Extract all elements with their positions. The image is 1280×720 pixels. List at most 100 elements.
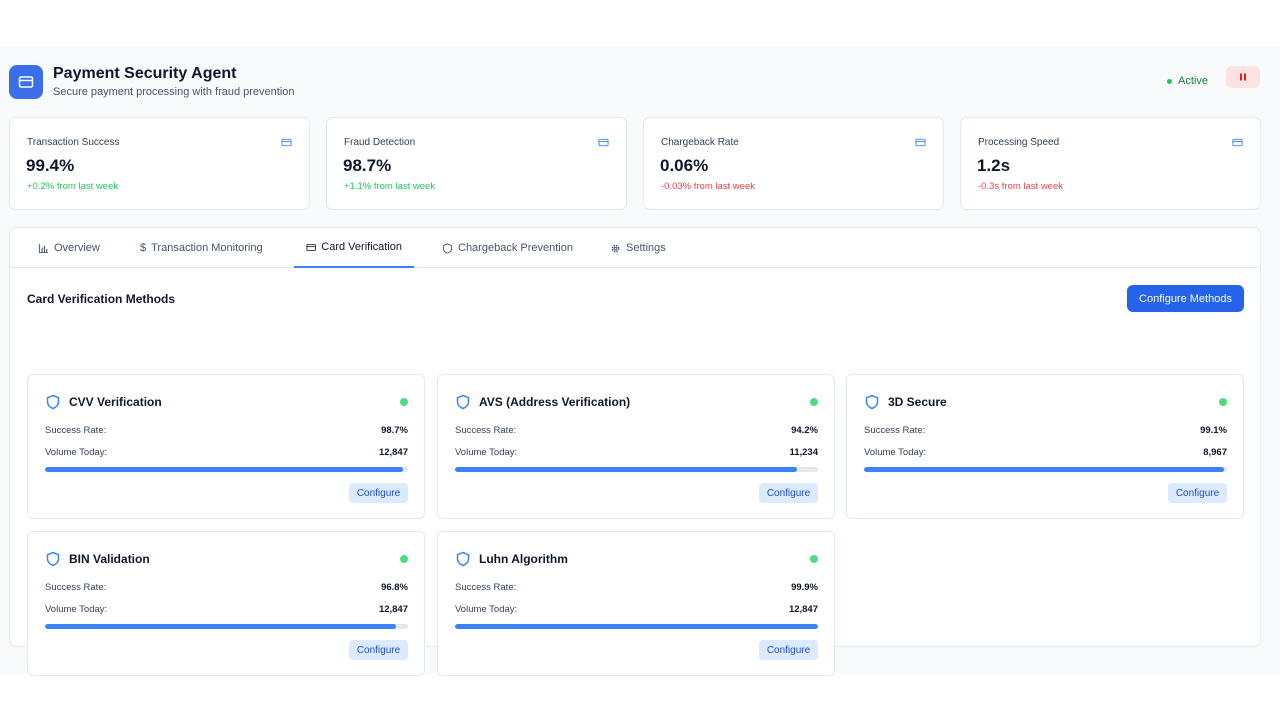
metrics-row: Transaction Success 99.4% +0.2% from las… [9, 117, 1261, 210]
metric-value: 0.06% [660, 156, 709, 175]
tab-label: Chargeback Prevention [458, 242, 573, 254]
status-dot-icon [810, 398, 818, 406]
tab-label: Card Verification [321, 241, 402, 253]
verification-method-card: BIN Validation Success Rate: 96.8% Volume… [27, 531, 425, 676]
success-progress-bar [45, 467, 408, 472]
success-rate-value: 99.9% [791, 582, 818, 593]
configure-button[interactable]: Configure [759, 640, 818, 660]
volume-row: Volume Today: 11,234 [455, 447, 818, 458]
method-name: AVS (Address Verification) [479, 395, 631, 409]
metric-change: -0.3s from last week [978, 181, 1063, 192]
method-name: CVV Verification [69, 395, 162, 409]
status-dot-icon [1219, 398, 1227, 406]
success-rate-row: Success Rate: 98.7% [45, 425, 408, 436]
success-rate-label: Success Rate: [45, 425, 107, 436]
metric-value: 1.2s [977, 156, 1011, 175]
metric-label: Fraud Detection [344, 137, 416, 148]
progress-fill [455, 624, 818, 629]
success-rate-value: 96.8% [381, 582, 408, 593]
shield-icon [456, 551, 470, 567]
configure-methods-button[interactable]: Configure Methods [1127, 285, 1244, 312]
volume-label: Volume Today: [45, 604, 108, 615]
credit-card-logo-icon [9, 65, 43, 99]
method-name: Luhn Algorithm [479, 552, 568, 566]
status-dot-icon [810, 555, 818, 563]
progress-fill [455, 467, 797, 472]
shield-icon [456, 394, 470, 410]
volume-row: Volume Today: 8,967 [864, 447, 1227, 458]
section-title: Card Verification Methods [27, 292, 176, 306]
shield-icon [46, 394, 60, 410]
dollar-icon: $ [140, 242, 147, 254]
status-badge: Active [1167, 75, 1208, 87]
success-progress-bar [45, 624, 408, 629]
shield-icon [442, 242, 453, 254]
verification-method-card: Luhn Algorithm Success Rate: 99.9% Volume… [437, 531, 835, 676]
pause-button[interactable] [1226, 66, 1260, 88]
page-subtitle: Secure payment processing with fraud pre… [53, 86, 295, 98]
tab-transaction-monitoring[interactable]: $ Transaction Monitoring [128, 228, 275, 268]
status-dot-icon [400, 555, 408, 563]
progress-fill [864, 467, 1224, 472]
success-rate-label: Success Rate: [45, 582, 107, 593]
progress-fill [45, 467, 404, 472]
success-rate-label: Success Rate: [455, 425, 517, 436]
configure-button[interactable]: Configure [759, 483, 818, 503]
success-rate-value: 98.7% [381, 425, 408, 436]
metric-label: Chargeback Rate [661, 137, 739, 148]
credit-card-icon [306, 243, 316, 251]
volume-label: Volume Today: [455, 447, 518, 458]
main-panel: Overview $ Transaction Monitoring Card V… [9, 227, 1261, 676]
configure-button[interactable]: Configure [349, 640, 408, 660]
pause-icon [1240, 73, 1246, 81]
configure-button[interactable]: Configure [349, 483, 408, 503]
metric-change: +0.2% from last week [27, 181, 119, 192]
volume-value: 11,234 [789, 447, 818, 458]
tab-label: Transaction Monitoring [151, 242, 263, 254]
success-rate-value: 94.2% [791, 425, 818, 436]
credit-card-icon [598, 138, 609, 147]
success-rate-label: Success Rate: [455, 582, 517, 593]
shield-icon [46, 551, 60, 567]
status-dot-icon [400, 398, 408, 406]
shield-icon [865, 394, 879, 410]
success-rate-row: Success Rate: 94.2% [455, 425, 818, 436]
status-dot-icon [1167, 78, 1173, 84]
credit-card-icon [281, 138, 292, 147]
volume-row: Volume Today: 12,847 [45, 604, 408, 615]
tab-card-verification[interactable]: Card Verification [294, 228, 414, 268]
bar-chart-icon [38, 243, 49, 253]
success-progress-bar [455, 467, 818, 472]
metric-label: Transaction Success [27, 137, 120, 148]
metric-card: Chargeback Rate 0.06% -0.03% from last w… [643, 117, 944, 210]
tab-settings[interactable]: Settings [598, 228, 678, 268]
volume-label: Volume Today: [864, 447, 927, 458]
volume-row: Volume Today: 12,847 [45, 447, 408, 458]
volume-label: Volume Today: [45, 447, 108, 458]
status-label: Active [1178, 75, 1208, 87]
metric-card: Fraud Detection 98.7% +1.1% from last we… [326, 117, 627, 210]
success-rate-row: Success Rate: 96.8% [45, 582, 408, 593]
tab-label: Settings [626, 242, 666, 254]
verification-method-card: AVS (Address Verification) Success Rate:… [437, 374, 835, 519]
metric-card: Processing Speed 1.2s -0.3s from last we… [960, 117, 1261, 210]
metric-card: Transaction Success 99.4% +0.2% from las… [9, 117, 310, 210]
configure-button[interactable]: Configure [1168, 483, 1227, 503]
volume-value: 12,847 [378, 447, 408, 458]
volume-value: 12,847 [378, 604, 408, 615]
volume-value: 8,967 [1203, 447, 1227, 458]
success-rate-value: 99.1% [1200, 425, 1227, 436]
success-progress-bar [455, 624, 818, 629]
app-root: Payment Security Agent Secure payment pr… [0, 46, 1280, 676]
tab-chargeback-prevention[interactable]: Chargeback Prevention [430, 228, 585, 268]
success-rate-row: Success Rate: 99.9% [455, 582, 818, 593]
metric-value: 98.7% [343, 156, 392, 175]
metric-change: -0.03% from last week [661, 181, 755, 192]
volume-label: Volume Today: [455, 604, 518, 615]
tab-overview[interactable]: Overview [26, 228, 112, 268]
progress-fill [45, 624, 397, 629]
volume-value: 12,847 [788, 604, 818, 615]
page-header: Payment Security Agent Secure payment pr… [9, 65, 1260, 99]
gear-icon [611, 244, 620, 252]
tab-bar: Overview $ Transaction Monitoring Card V… [10, 228, 1260, 268]
